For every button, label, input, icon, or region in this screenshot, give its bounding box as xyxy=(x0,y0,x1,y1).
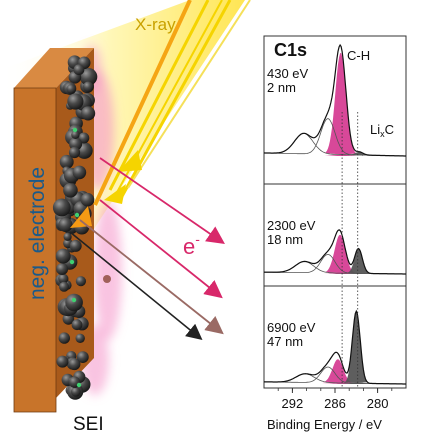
electron-label: e- xyxy=(183,231,200,259)
electron-arrow-4 xyxy=(69,231,203,341)
sei-particle xyxy=(80,192,95,207)
x-axis-ticks: 292 286 280 xyxy=(277,388,393,411)
reference-lines xyxy=(341,112,359,388)
xps-panel: 430 eV2 nm xyxy=(263,43,406,157)
electrode-face xyxy=(13,87,57,413)
sei-particle xyxy=(56,263,69,275)
sei-particles xyxy=(52,55,111,400)
sei-particle xyxy=(71,319,83,331)
panel-depth-label: 2 nm xyxy=(267,80,296,95)
sei-particle xyxy=(58,332,70,344)
sei-particle xyxy=(67,93,84,110)
sei-particle xyxy=(71,387,81,397)
peak-label-lixc-sub: x xyxy=(380,129,385,139)
spectrum-envelope xyxy=(263,229,406,275)
sei-particle xyxy=(68,146,81,159)
peak-label-lixc: LixC xyxy=(370,122,394,139)
spectrum-envelope xyxy=(263,309,406,385)
sei-particle xyxy=(63,183,78,198)
sei-particle xyxy=(75,333,85,343)
sei-particle xyxy=(72,165,87,180)
spectrum-envelope xyxy=(263,43,406,157)
sei-particle xyxy=(58,273,69,284)
electron-arrow-2 xyxy=(99,199,223,299)
sei-particle xyxy=(59,154,74,169)
green-particle xyxy=(71,297,77,303)
sei-particle xyxy=(81,106,96,121)
sei-particle xyxy=(76,351,89,363)
green-particle xyxy=(76,382,82,388)
sei-particle xyxy=(83,81,94,92)
xray-arrows xyxy=(70,150,142,228)
electron-arrows xyxy=(69,157,225,341)
sei-particle xyxy=(55,248,71,264)
electrode-label: neg. electrode xyxy=(26,167,49,300)
x-tick-label: 286 xyxy=(324,396,346,411)
x-tick-label: 292 xyxy=(282,396,304,411)
peak-fill-li xyxy=(346,248,371,274)
peak-label-lixc-end: C xyxy=(385,122,394,137)
sei-particle xyxy=(69,137,83,151)
sei-particle xyxy=(73,64,85,76)
electron-letter: e xyxy=(183,234,195,259)
sei-particle xyxy=(69,239,82,252)
sei-particle xyxy=(65,293,83,312)
panel-depth-label: 47 nm xyxy=(267,334,303,349)
sei-particle xyxy=(58,217,73,232)
electron-arrow-3 xyxy=(79,219,224,335)
green-particle xyxy=(74,212,80,218)
sei-particle xyxy=(68,358,81,371)
sei-label: SEI xyxy=(73,414,104,435)
sei-particle xyxy=(79,68,98,86)
sei-particle xyxy=(71,130,80,139)
peak-fill-c-h xyxy=(324,52,357,156)
green-particle xyxy=(72,127,78,133)
sei-particle xyxy=(62,313,75,325)
electron-arrow-1 xyxy=(99,157,225,245)
panel-energy-label: 2300 eV xyxy=(267,218,316,233)
sei-particle xyxy=(59,281,69,292)
green-particle xyxy=(69,259,75,265)
panel-energy-label: 6900 eV xyxy=(267,320,316,335)
sei-particle xyxy=(66,84,76,94)
sei-particle xyxy=(52,198,71,217)
sei-particle xyxy=(56,355,69,368)
peak-label-lixc-main: Li xyxy=(370,122,380,137)
electron-superscript: - xyxy=(195,231,200,247)
chart-title: C1s xyxy=(274,40,307,60)
panel-depth-label: 18 nm xyxy=(267,232,303,247)
brown-particle xyxy=(103,275,111,283)
x-axis-label: Binding Energy / eV xyxy=(267,417,382,432)
peak-fill-li xyxy=(344,311,368,384)
panel-energy-label: 430 eV xyxy=(267,66,309,81)
x-tick-label: 280 xyxy=(367,396,389,411)
peak-fill-c-h xyxy=(324,234,356,274)
sei-particle xyxy=(63,232,72,241)
sei-particle xyxy=(75,276,86,287)
xray-label: X-ray xyxy=(135,15,176,34)
peak-fill-c-h xyxy=(321,359,354,384)
peak-label-ch: C-H xyxy=(347,48,370,63)
illustration: neg. electrode X-ray e- SEI xyxy=(0,0,251,435)
